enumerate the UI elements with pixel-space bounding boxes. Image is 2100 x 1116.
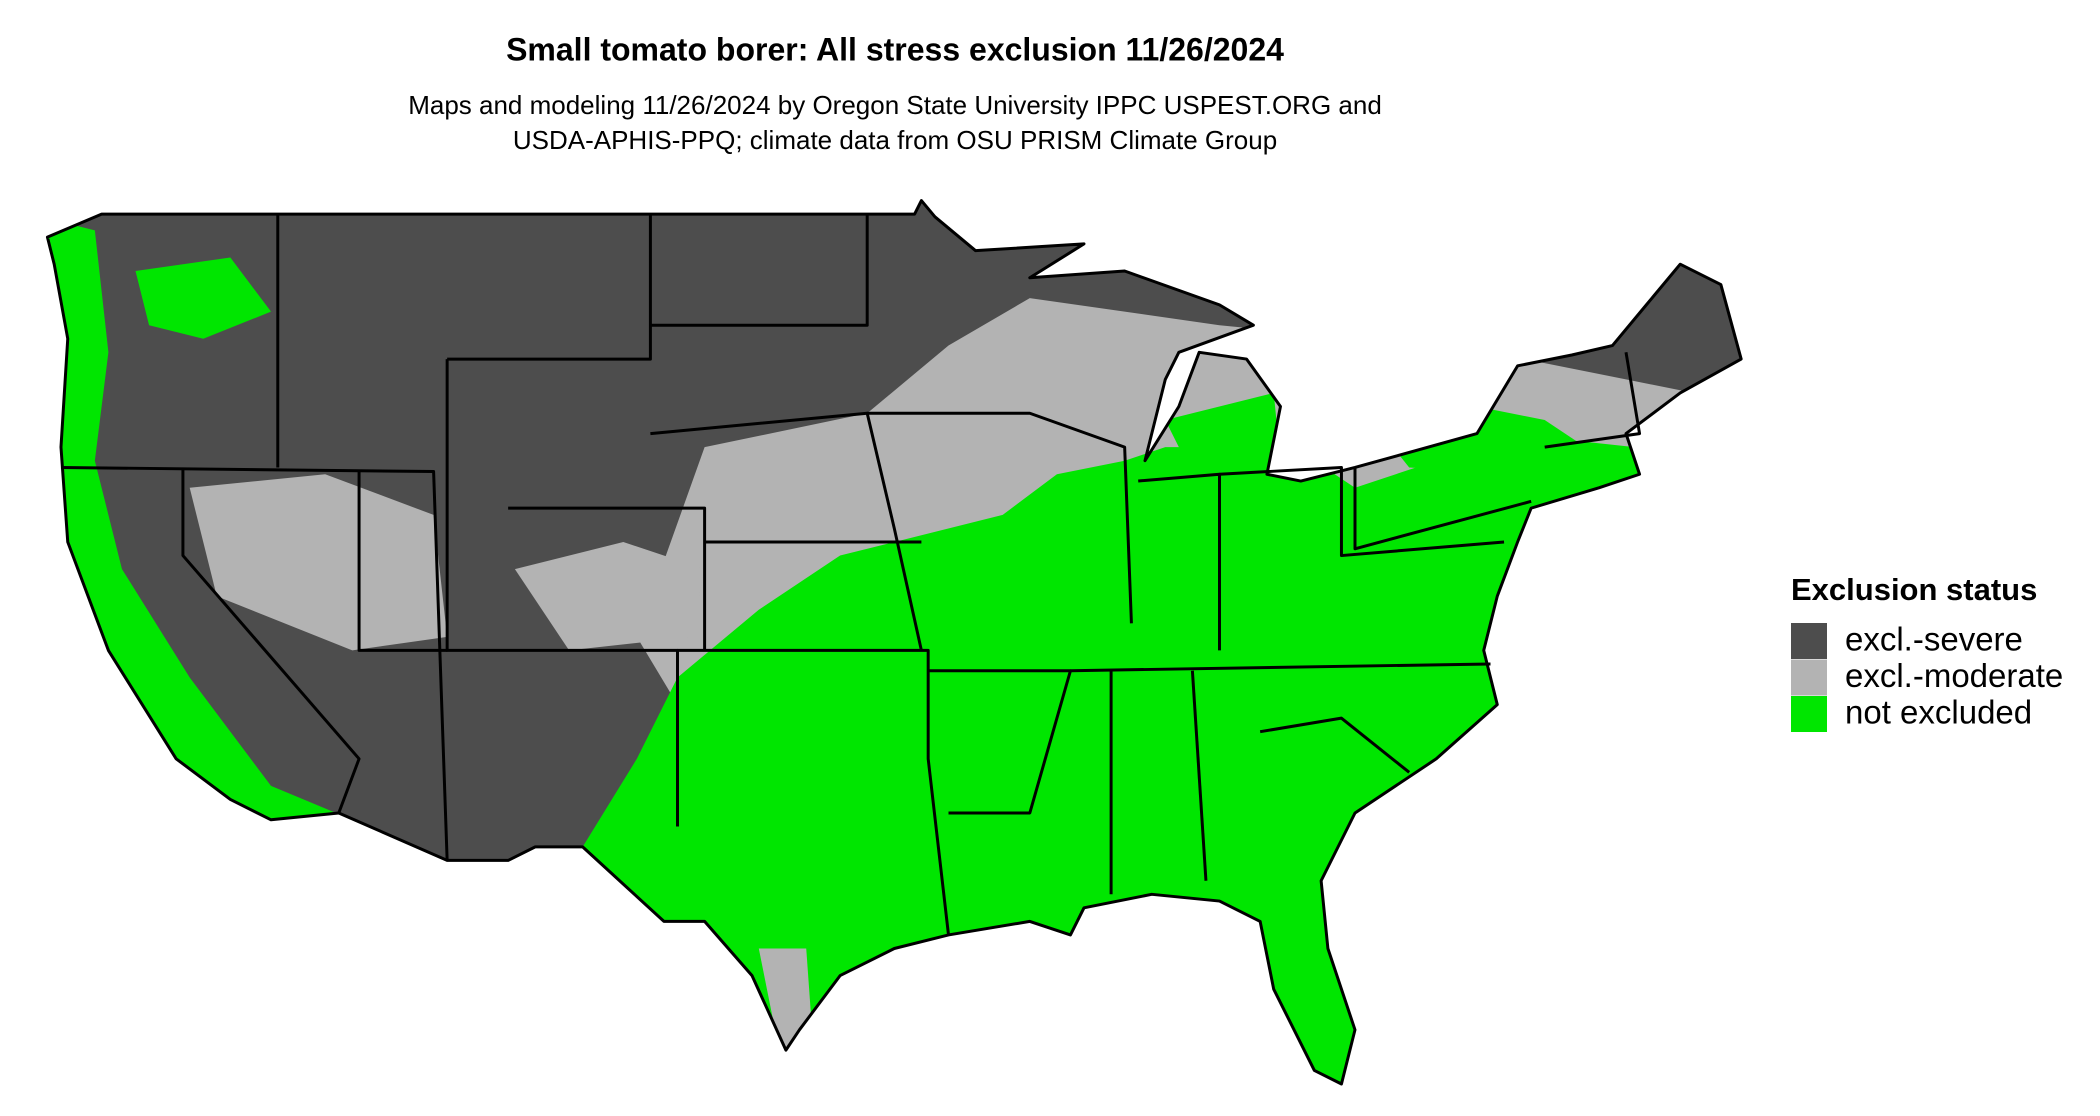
us-map bbox=[45, 199, 1743, 1086]
state-borders bbox=[45, 199, 1743, 1086]
map-title: Small tomato borer: All stress exclusion… bbox=[506, 31, 1284, 67]
legend-swatch bbox=[1791, 659, 1827, 696]
map-subtitle: USDA-APHIS-PPQ; climate data from OSU PR… bbox=[513, 125, 1277, 155]
map-subtitle: Maps and modeling 11/26/2024 by Oregon S… bbox=[408, 90, 1382, 120]
zone-moderate bbox=[758, 948, 813, 1051]
legend-title: Exclusion status bbox=[1791, 572, 2037, 607]
legend-label: not excluded bbox=[1845, 694, 2032, 731]
legend-label: excl.-severe bbox=[1845, 621, 2023, 658]
legend-swatch bbox=[1791, 696, 1827, 732]
legend-swatch bbox=[1791, 623, 1827, 659]
legend-label: excl.-moderate bbox=[1845, 657, 2063, 694]
zone-moderate bbox=[189, 474, 448, 651]
zone-moderate bbox=[514, 542, 705, 651]
zone-not-excluded bbox=[135, 257, 271, 339]
zone-not-excluded bbox=[1165, 392, 1281, 475]
